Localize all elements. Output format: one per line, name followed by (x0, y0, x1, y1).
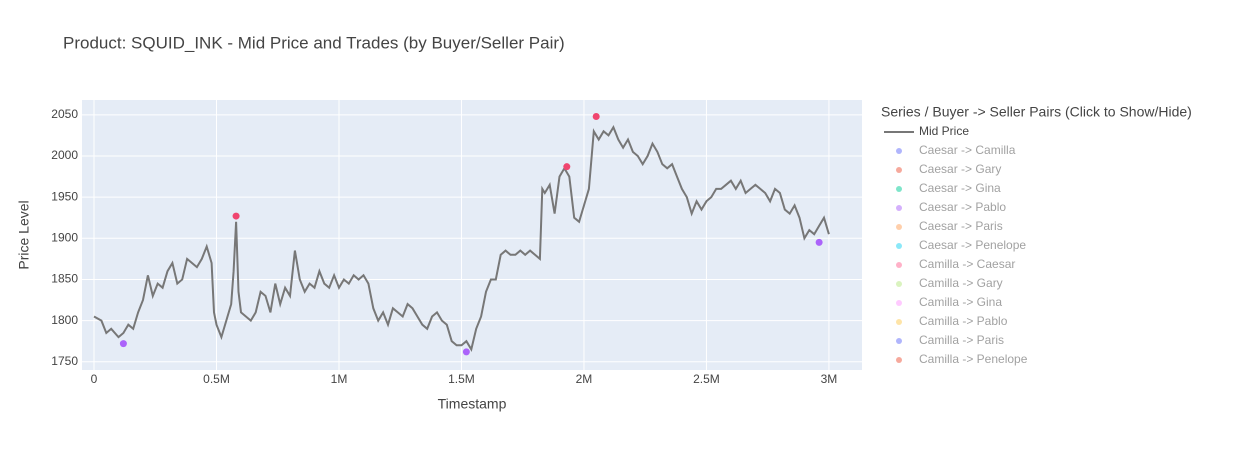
legend-swatch (896, 224, 902, 230)
legend-label: Camilla -> Paris (919, 333, 1004, 347)
legend: Mid Price Caesar -> Camilla Caesar -> Gary… (884, 124, 1028, 366)
legend-item[interactable]: Caesar -> Paris (896, 219, 1003, 233)
legend-swatch (896, 243, 902, 249)
trade-point (119, 340, 127, 348)
legend-label: Camilla -> Caesar (919, 257, 1015, 271)
y-tick-label: 2000 (51, 148, 78, 162)
legend-item[interactable]: Camilla -> Pablo (896, 314, 1008, 328)
trade-point (592, 112, 600, 120)
legend-item[interactable]: Caesar -> Gary (896, 162, 1001, 176)
legend-swatch (896, 300, 902, 306)
legend-label: Camilla -> Gina (919, 295, 1002, 309)
legend-item[interactable]: Caesar -> Camilla (896, 143, 1016, 157)
legend-label: Caesar -> Gina (919, 181, 1001, 195)
legend-swatch (896, 338, 902, 344)
legend-swatch (896, 357, 902, 363)
legend-item[interactable]: Camilla -> Caesar (896, 257, 1015, 271)
legend-swatch (896, 319, 902, 325)
trade-point (815, 238, 823, 246)
marks (93, 112, 830, 356)
legend-swatch (896, 262, 902, 268)
y-tick-label: 1900 (51, 230, 78, 244)
y-axis-title: Price Level (16, 200, 32, 269)
x-tick-label: 0.5M (203, 372, 230, 386)
legend-title: Series / Buyer -> Seller Pairs (Click to… (881, 104, 1192, 120)
legend-item[interactable]: Camilla -> Gary (896, 276, 1003, 290)
legend-label: Camilla -> Gary (919, 276, 1003, 290)
legend-item[interactable]: Camilla -> Gina (896, 295, 1002, 309)
y-tick-label: 1850 (51, 272, 78, 286)
x-axis-title: Timestamp (438, 396, 507, 412)
x-tick-label: 2.5M (693, 372, 720, 386)
legend-label: Camilla -> Penelope (919, 352, 1028, 366)
legend-label: Caesar -> Pablo (919, 200, 1006, 214)
y-tick-label: 1950 (51, 189, 78, 203)
legend-swatch (896, 205, 902, 211)
trade-point (563, 163, 571, 171)
legend-label: Caesar -> Gary (919, 162, 1001, 176)
legend-item[interactable]: Camilla -> Paris (896, 333, 1004, 347)
x-tick-label: 1M (331, 372, 348, 386)
x-tick-label: 3M (821, 372, 838, 386)
y-tick-label: 1750 (51, 354, 78, 368)
plot-area (82, 100, 862, 370)
legend-label: Caesar -> Camilla (919, 143, 1016, 157)
legend-item[interactable]: Mid Price (884, 124, 969, 138)
legend-swatch (896, 186, 902, 192)
legend-swatch (896, 167, 902, 173)
y-tick-label: 1800 (51, 313, 78, 327)
legend-item[interactable]: Caesar -> Pablo (896, 200, 1006, 214)
trade-point (232, 212, 240, 220)
price-line (93, 124, 830, 353)
x-tick-label: 0 (91, 372, 98, 386)
legend-label: Caesar -> Penelope (919, 238, 1026, 252)
y-tick-label: 2050 (51, 107, 78, 121)
legend-label: Camilla -> Pablo (919, 314, 1008, 328)
legend-item[interactable]: Camilla -> Penelope (896, 352, 1028, 366)
legend-item[interactable]: Caesar -> Gina (896, 181, 1001, 195)
chart-title: Product: SQUID_INK - Mid Price and Trade… (63, 33, 565, 52)
legend-swatch (896, 148, 902, 154)
trade-point (462, 348, 470, 356)
legend-swatch (896, 281, 902, 287)
legend-item[interactable]: Caesar -> Penelope (896, 238, 1026, 252)
x-tick-label: 1.5M (448, 372, 475, 386)
labels: 1750 1800 1850 1900 1950 2000 2050 0 0.5M 1M 1.5M 2… (51, 107, 837, 386)
x-tick-label: 2M (576, 372, 593, 386)
legend-label: Caesar -> Paris (919, 219, 1003, 233)
legend-label: Mid Price (919, 124, 969, 138)
